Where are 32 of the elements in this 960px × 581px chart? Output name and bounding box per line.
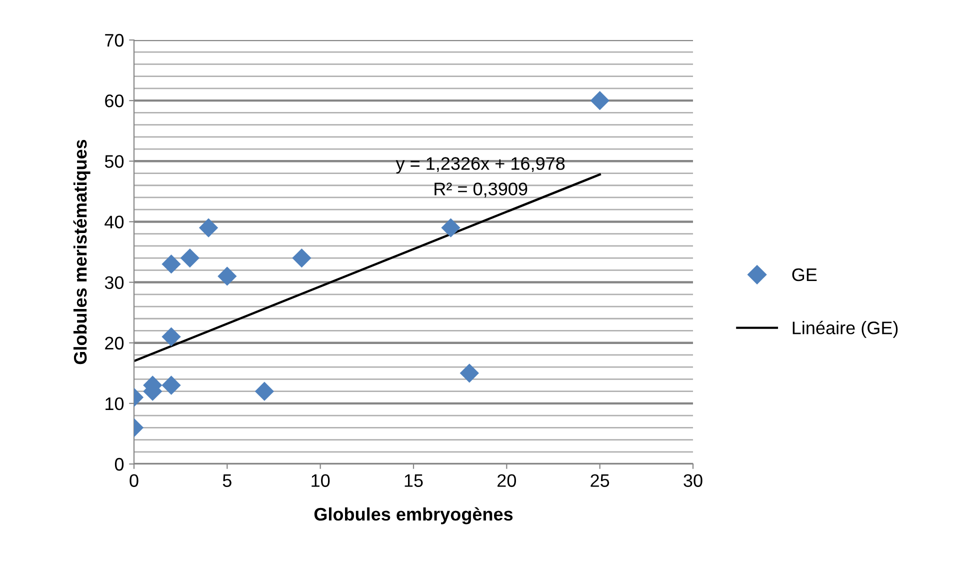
x-tick-label: 10 (312, 474, 330, 487)
point (180, 248, 200, 268)
x-axis-title: Globules embryogènes (314, 507, 513, 524)
y-tick-label: 40 (104, 216, 124, 228)
y-tick-label: 70 (105, 34, 124, 47)
point (162, 254, 181, 274)
annotation: R² = 0,3909 (434, 182, 528, 198)
y-tick-label: 50 (104, 155, 124, 168)
point (254, 382, 274, 401)
point (218, 266, 237, 286)
x-tick-label: 25 (590, 474, 610, 487)
x-tick-label: 30 (684, 474, 702, 487)
point (162, 327, 181, 346)
point (198, 218, 218, 238)
y-tick-label: 10 (106, 397, 124, 410)
x-tick-label: 5 (222, 474, 232, 487)
y-tick-label: 20 (105, 336, 124, 350)
point (441, 218, 460, 238)
annotation: y = 1,2326x + 16,978 (396, 157, 565, 174)
point (292, 248, 312, 268)
y-tick-label: 0 (114, 458, 124, 471)
y-axis-title: Globules meristématiques (73, 140, 90, 364)
x-tick-label: 15 (404, 474, 423, 487)
point (460, 364, 479, 383)
point (162, 376, 181, 395)
legend-label: Linéaire (GE) (792, 320, 898, 338)
x-tick-label: 0 (130, 474, 138, 487)
y-tick-label: 30 (104, 276, 124, 290)
y-tick-label: 60 (105, 94, 124, 108)
legend-label: GE (792, 268, 817, 282)
point (590, 91, 610, 110)
x-tick-label: 20 (498, 474, 516, 487)
